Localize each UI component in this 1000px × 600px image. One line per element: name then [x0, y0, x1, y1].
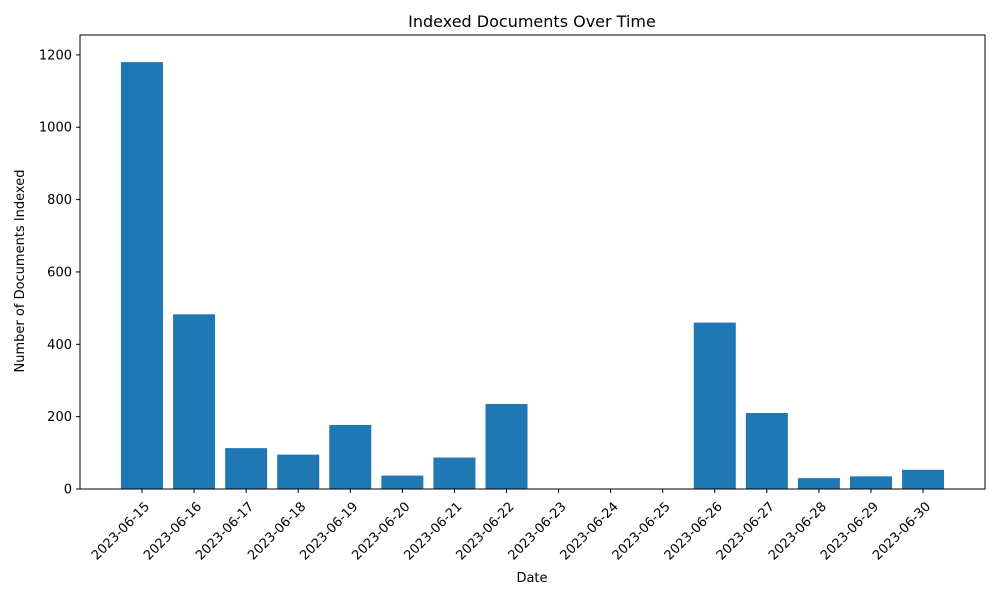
x-axis-title: Date — [516, 571, 547, 586]
bar-2023-06-26 — [693, 322, 736, 489]
y-tick-label: 800 — [47, 193, 72, 208]
bar-2023-06-21 — [433, 457, 476, 489]
y-axis-title: Number of Documents Indexed — [13, 170, 28, 373]
bar-2023-06-29 — [849, 476, 892, 489]
bar-2023-06-15 — [121, 62, 163, 489]
x-axis: 2023-06-152023-06-162023-06-172023-06-18… — [89, 489, 934, 563]
y-tick-label: 1200 — [39, 48, 72, 63]
bar-2023-06-18 — [277, 454, 320, 489]
bar-2023-06-22 — [485, 403, 528, 489]
bar-2023-06-19 — [329, 424, 372, 489]
bar-2023-06-20 — [381, 475, 424, 489]
y-tick-label: 0 — [64, 483, 72, 498]
bar-2023-06-17 — [225, 448, 268, 489]
bar-2023-06-16 — [173, 314, 216, 489]
bar-2023-06-27 — [745, 413, 788, 489]
y-tick-label: 600 — [47, 265, 72, 280]
y-axis: 0 200 400 600 800 1000 1200 — [39, 48, 80, 498]
bars-group — [121, 62, 945, 489]
bar-2023-06-30 — [902, 469, 945, 489]
chart-title: Indexed Documents Over Time — [408, 12, 656, 31]
y-tick-label: 1000 — [39, 121, 72, 136]
plot-frame — [79, 34, 986, 490]
y-tick-label: 400 — [47, 338, 72, 353]
bar-2023-06-28 — [797, 478, 840, 489]
y-tick-label: 200 — [47, 410, 72, 425]
